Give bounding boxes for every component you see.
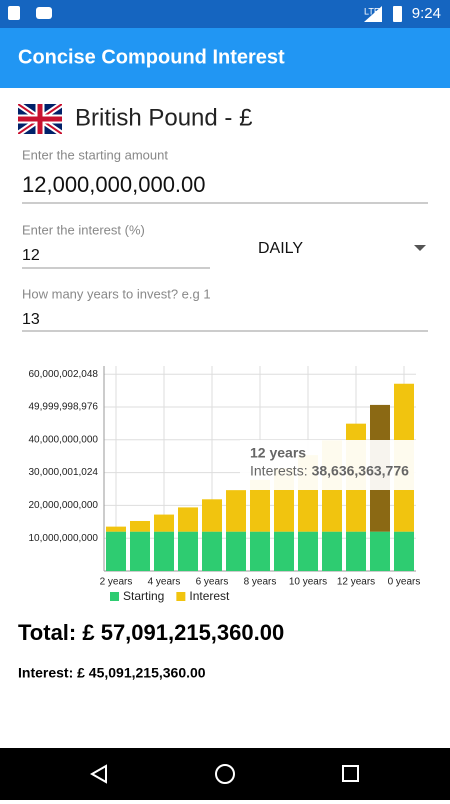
home-button[interactable] (215, 764, 235, 784)
tooltip-label: Interests: (250, 463, 308, 479)
y-tick-label: 10,000,000,000 (28, 533, 98, 544)
interest-total: Interest: £ 45,091,215,360.00 (18, 665, 206, 681)
bar-segment (346, 531, 366, 571)
tooltip-value: 38,636,363,776 (312, 463, 410, 479)
field-label: Enter the starting amount (22, 147, 168, 162)
bar-segment (394, 531, 414, 571)
y-tick-label: 30,000,001,024 (28, 467, 98, 478)
lte: LTE (364, 6, 380, 16)
y-tick-label: 60,000,002,048 (28, 369, 98, 380)
y-tick-label: 40,000,000,000 (28, 434, 98, 445)
x-tick-label: 4 years (148, 577, 181, 588)
bar-segment (202, 499, 222, 532)
tooltip (240, 440, 440, 490)
recents-button[interactable] (342, 765, 359, 782)
bar-segment (322, 531, 342, 571)
uk-flag (18, 104, 62, 134)
bar-segment (370, 531, 390, 571)
legend-swatch (176, 592, 186, 601)
field-label: Enter the interest (%) (22, 222, 145, 237)
legend-label: Starting (123, 589, 164, 603)
bar-segment (250, 531, 270, 571)
bar-segment (130, 520, 150, 532)
x-tick-label: 6 years (196, 577, 229, 588)
bar-segment (154, 514, 174, 532)
bar-segment (298, 531, 318, 571)
years-input[interactable]: 13 (22, 311, 40, 328)
field-label: How many years to invest? e.g 1 (22, 286, 211, 301)
sd-icon (8, 6, 20, 20)
bar-segment (250, 479, 270, 532)
back-button[interactable] (89, 764, 107, 784)
y-tick-label: 20,000,000,000 (28, 500, 98, 511)
chart: 10,000,000,000 20,000,000,000 30,000,001,0… (28, 366, 440, 603)
clock: 9:24 (412, 5, 441, 22)
app-bar (0, 28, 450, 88)
legend-swatch (110, 592, 119, 601)
x-tick-label: 8 years (244, 577, 277, 588)
bar-segment (178, 531, 198, 571)
bar-segment (226, 490, 246, 532)
x-tick-label: 10 years (289, 577, 327, 588)
interest-input[interactable]: 12 (22, 247, 40, 264)
frequency-dropdown[interactable]: DAILY (258, 240, 303, 257)
bar-segment (106, 526, 126, 532)
amount-input[interactable]: 12,000,000,000.00 (22, 172, 206, 197)
currency[interactable]: British Pound - £ (75, 104, 252, 131)
x-tick-label: 12 years (337, 577, 375, 588)
x-tick-label: 2 years (100, 577, 133, 588)
legend-label: Interest (189, 589, 230, 603)
tooltip-title: 12 years (250, 445, 306, 461)
total: Total: £ 57,091,215,360.00 (18, 620, 284, 645)
android-icon (36, 7, 52, 19)
status-bar (0, 0, 450, 28)
dropdown-arrow[interactable] (414, 245, 426, 251)
signal-icon (364, 6, 382, 22)
bar-segment (178, 507, 198, 532)
y-tick-label: 49,999,998,976 (28, 402, 98, 413)
bar-segment (226, 531, 246, 571)
x-tick-label: 0 years (388, 577, 421, 588)
nav-bar (0, 748, 450, 800)
bar-segment (106, 531, 126, 571)
app-title: Concise Compound Interest (18, 46, 285, 68)
bar-segment (154, 531, 174, 571)
battery-icon (393, 6, 402, 22)
bar-segment (130, 531, 150, 571)
bar-segment (274, 531, 294, 571)
bar-segment (202, 531, 222, 571)
